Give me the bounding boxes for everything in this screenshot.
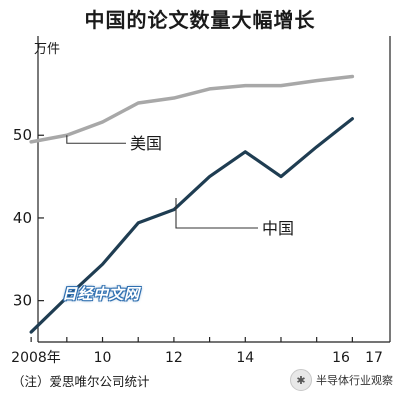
y-tick-label-50: 50	[13, 126, 32, 144]
x-tick-label-2008: 2008年	[11, 350, 61, 366]
source-label: 半导体行业观察	[316, 374, 393, 387]
series-line-china	[29, 117, 354, 334]
x-tick-label-2016: 16	[332, 350, 350, 366]
x-tick-label-2012: 12	[165, 350, 183, 366]
x-tick-label-2014: 14	[236, 350, 254, 366]
watermark-logo: 日经中文网	[62, 285, 140, 303]
chart-note: （注）爱思唯尔公司统计	[12, 374, 150, 389]
y-tick-label-40: 40	[13, 209, 32, 227]
usa-leader-line	[66, 135, 126, 144]
y-tick-label-30: 30	[13, 292, 32, 310]
chart-title: 中国的论文数量大幅增长	[84, 8, 316, 32]
x-tick-label-2017: 17	[365, 350, 383, 366]
china-leader-line	[175, 198, 258, 229]
wechat-icon: ✱	[290, 369, 312, 391]
series-line-usa	[29, 74, 355, 144]
x-tick-label-2010: 10	[94, 350, 112, 366]
y-axis-unit: 万件	[34, 42, 61, 57]
china-series-label: 中国	[262, 219, 294, 238]
source-attribution: ✱ 半导体行业观察	[290, 369, 393, 391]
usa-series-label: 美国	[130, 134, 162, 153]
